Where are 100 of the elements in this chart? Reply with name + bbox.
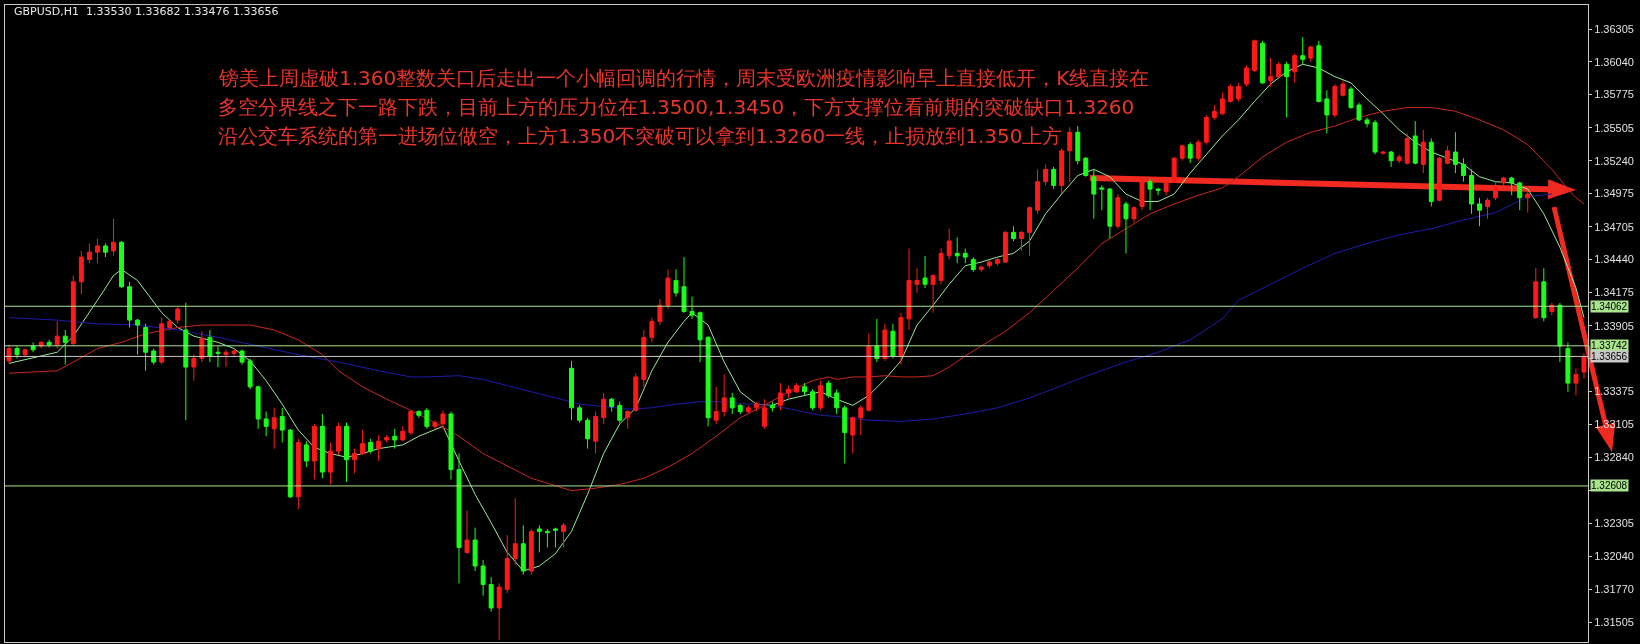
ref-line-label: 1.33656 (1591, 351, 1628, 362)
candlestick (1195, 139, 1201, 162)
candlestick (376, 434, 382, 462)
candlestick (1372, 119, 1378, 156)
candlestick (1171, 156, 1177, 184)
candlestick (440, 409, 446, 430)
y-tick-label: 1.33905 (1594, 319, 1634, 332)
candlestick (1091, 168, 1097, 220)
candlestick (1292, 52, 1298, 84)
candlestick (1051, 166, 1057, 190)
candlestick (1356, 102, 1362, 122)
candlestick (689, 296, 695, 320)
candlestick (1115, 193, 1121, 230)
candlestick (1509, 176, 1515, 196)
candlestick (504, 534, 510, 594)
candlestick (30, 341, 36, 353)
candlestick (360, 429, 366, 456)
candlestick (657, 298, 663, 326)
candlestick (906, 247, 912, 331)
candlestick (1252, 39, 1257, 73)
candlestick (1203, 114, 1209, 146)
candlestick (1268, 57, 1274, 88)
candlestick (22, 348, 28, 358)
candlestick (432, 419, 438, 430)
candlestick (336, 422, 341, 456)
candlestick (384, 434, 390, 443)
candlestick (1501, 176, 1507, 186)
candlestick (649, 317, 655, 343)
candlestick (890, 323, 896, 359)
candlestick (753, 401, 759, 413)
candlestick (1260, 40, 1266, 85)
y-tick-label: 1.31505 (1594, 616, 1634, 629)
candlestick (1332, 83, 1338, 118)
candlestick (1211, 104, 1217, 121)
candlestick (1420, 129, 1426, 174)
candlestick (633, 372, 639, 413)
candlestick (1581, 352, 1587, 380)
candlestick (472, 527, 478, 572)
candlestick (1276, 61, 1282, 79)
candlestick (769, 401, 775, 413)
candlestick (1099, 184, 1105, 211)
candlestick (311, 423, 317, 481)
candlestick (761, 398, 767, 430)
y-tick-label: 1.35505 (1594, 121, 1634, 134)
candlestick (327, 441, 333, 485)
candlestick (119, 240, 124, 289)
y-tick-label: 1.34175 (1594, 286, 1634, 299)
candlestick (1308, 45, 1314, 63)
candlestick (544, 528, 550, 548)
candlestick (1235, 82, 1241, 102)
candlestick (681, 256, 687, 314)
candlestick (167, 318, 173, 331)
candlestick (1035, 168, 1041, 215)
candlestick (1043, 163, 1049, 186)
candlestick (858, 404, 864, 436)
candlestick (1380, 150, 1386, 156)
candlestick (1284, 61, 1290, 118)
candlestick (946, 228, 952, 261)
candlestick (834, 388, 840, 415)
candlestick (914, 267, 920, 294)
candlestick (279, 407, 285, 443)
candlestick (866, 333, 872, 413)
ref-line-label: 1.33742 (1591, 340, 1628, 351)
candlestick (1316, 40, 1322, 104)
candlestick (1565, 341, 1571, 393)
candlestick (255, 385, 261, 430)
candlestick (850, 415, 856, 455)
candlestick (1364, 116, 1370, 128)
candlestick (1219, 92, 1225, 116)
y-tick-label: 1.34705 (1594, 220, 1634, 233)
candlestick (416, 409, 422, 419)
candlestick (617, 401, 623, 424)
candlestick (151, 348, 157, 366)
candlestick (400, 425, 406, 442)
candlestick (78, 250, 84, 295)
candlestick (1541, 267, 1547, 322)
candlestick (1485, 197, 1491, 220)
y-tick-label: 1.32305 (1594, 517, 1634, 530)
candlestick (536, 524, 542, 553)
candlestick (488, 576, 494, 613)
candlestick (898, 312, 904, 366)
candlestick (1452, 131, 1458, 174)
candlestick (697, 310, 703, 363)
ref-line-label: 1.32608 (1591, 480, 1628, 491)
candlestick (215, 345, 221, 368)
y-tick-label: 1.31770 (1594, 583, 1634, 596)
candlestick (70, 275, 76, 347)
candlestick (1348, 86, 1354, 110)
candlestick (1428, 137, 1434, 207)
candlestick (1533, 267, 1539, 320)
candlestick (247, 357, 253, 390)
candlestick (424, 407, 430, 430)
candlestick (183, 302, 189, 421)
candlestick (1388, 150, 1394, 168)
candlestick (303, 440, 309, 468)
candlestick (344, 422, 349, 483)
candlestick (561, 522, 566, 548)
candlestick (729, 392, 735, 415)
candlestick (448, 411, 454, 481)
candlestick (1324, 89, 1330, 135)
